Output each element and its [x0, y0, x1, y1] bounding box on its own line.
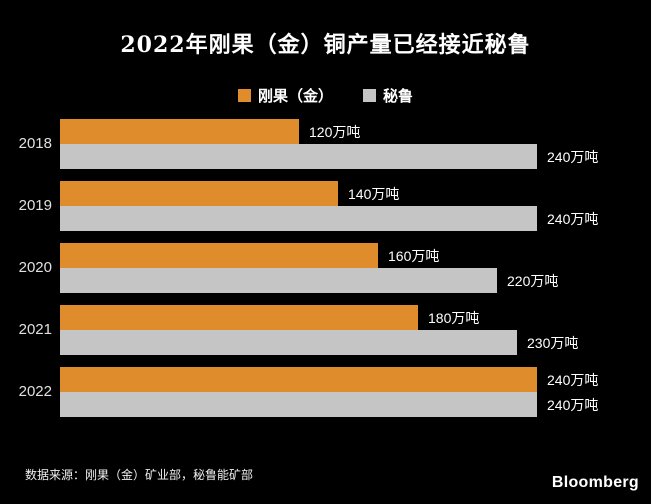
year-label: 2021: [18, 321, 52, 338]
value-label: 240万吨: [547, 396, 599, 413]
legend: 刚果（金） 秘鲁: [0, 85, 651, 106]
value-label: 180万吨: [428, 309, 480, 326]
bar-line: 240万吨: [60, 367, 598, 392]
bar-peru: [60, 268, 497, 293]
chart-row-2022: 2022 240万吨 240万吨: [0, 367, 651, 417]
bar-line: 180万吨: [60, 305, 578, 330]
chart-row-2021: 2021 180万吨 230万吨: [0, 305, 651, 355]
legend-label-peru: 秘鲁: [383, 88, 414, 105]
value-label: 240万吨: [547, 148, 599, 165]
bar-congo: [60, 367, 537, 392]
congo-swatch-icon: [237, 89, 251, 102]
value-label: 240万吨: [547, 371, 599, 388]
legend-item-peru: 秘鲁: [363, 85, 413, 106]
bar-group: 120万吨 240万吨: [60, 119, 598, 169]
bar-line: 240万吨: [60, 206, 598, 231]
bar-group: 180万吨 230万吨: [60, 305, 578, 355]
bloomberg-logo: Bloomberg: [551, 474, 639, 491]
chart-row-2019: 2019 140万吨 240万吨: [0, 181, 651, 231]
bar-group: 240万吨 240万吨: [60, 367, 598, 417]
year-label: 2022: [18, 383, 52, 400]
bar-group: 160万吨 220万吨: [60, 243, 558, 293]
value-label: 160万吨: [388, 247, 440, 264]
year-label: 2019: [18, 197, 52, 214]
chart-row-2020: 2020 160万吨 220万吨: [0, 243, 651, 293]
bar-congo: [60, 305, 418, 330]
bar-line: 240万吨: [60, 392, 598, 417]
bar-line: 230万吨: [60, 330, 578, 355]
legend-label-congo: 刚果（金）: [257, 88, 333, 105]
bar-line: 120万吨: [60, 119, 598, 144]
bar-congo: [60, 243, 378, 268]
legend-item-congo: 刚果（金）: [237, 85, 333, 106]
value-label: 120万吨: [309, 123, 361, 140]
bar-line: 160万吨: [60, 243, 558, 268]
bar-peru: [60, 206, 537, 231]
year-label: 2020: [18, 259, 52, 276]
source-note: 数据来源：刚果（金）矿业部，秘鲁能矿部: [25, 468, 254, 482]
bar-line: 240万吨: [60, 144, 598, 169]
value-label: 240万吨: [547, 210, 599, 227]
bar-peru: [60, 330, 517, 355]
bar-congo: [60, 119, 299, 144]
bar-line: 220万吨: [60, 268, 558, 293]
chart-row-2018: 2018 120万吨 240万吨: [0, 119, 651, 169]
bar-chart: 2018 120万吨 240万吨 2019 140万吨 240万吨 2020 160万吨 220…: [0, 119, 651, 429]
bar-peru: [60, 144, 537, 169]
value-label: 140万吨: [348, 185, 400, 202]
bar-peru: [60, 392, 537, 417]
peru-swatch-icon: [363, 89, 376, 102]
chart-title: 2022年刚果（金）铜产量已经接近秘鲁: [120, 32, 531, 58]
bar-line: 140万吨: [60, 181, 598, 206]
bar-congo: [60, 181, 338, 206]
bar-group: 140万吨 240万吨: [60, 181, 598, 231]
year-label: 2018: [18, 135, 52, 152]
value-label: 220万吨: [507, 272, 559, 289]
value-label: 230万吨: [527, 334, 579, 351]
